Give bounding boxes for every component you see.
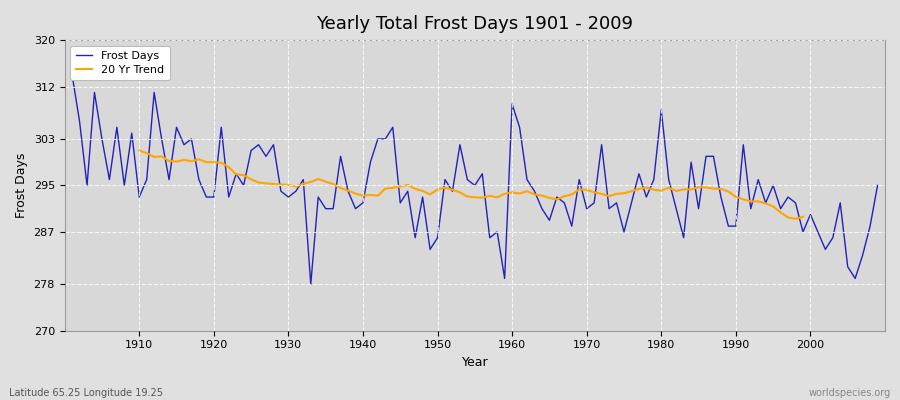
Title: Yearly Total Frost Days 1901 - 2009: Yearly Total Frost Days 1901 - 2009 (316, 15, 634, 33)
Frost Days (305, 282, 316, 287)
Frost Days (507, 102, 517, 106)
Frost Days (67, 72, 77, 77)
X-axis label: Year: Year (462, 356, 488, 369)
Line: 20 Yr Trend: 20 Yr Trend (140, 150, 803, 219)
20 Yr Trend (790, 216, 801, 221)
Text: worldspecies.org: worldspecies.org (809, 388, 891, 398)
Text: Latitude 65.25 Longitude 19.25: Latitude 65.25 Longitude 19.25 (9, 388, 163, 398)
20 Yr Trend (335, 186, 346, 190)
Frost Days (604, 206, 615, 211)
20 Yr Trend (768, 204, 778, 209)
Frost Days (126, 131, 137, 136)
20 Yr Trend (797, 214, 808, 219)
Legend: Frost Days, 20 Yr Trend: Frost Days, 20 Yr Trend (70, 46, 170, 80)
Frost Days (291, 189, 302, 194)
20 Yr Trend (700, 185, 711, 190)
Frost Days (514, 125, 525, 130)
Y-axis label: Frost Days: Frost Days (15, 153, 28, 218)
Line: Frost Days: Frost Days (72, 75, 878, 284)
20 Yr Trend (134, 148, 145, 153)
20 Yr Trend (223, 165, 234, 170)
20 Yr Trend (686, 187, 697, 192)
20 Yr Trend (596, 192, 607, 196)
Frost Days (872, 183, 883, 188)
Frost Days (343, 189, 354, 194)
